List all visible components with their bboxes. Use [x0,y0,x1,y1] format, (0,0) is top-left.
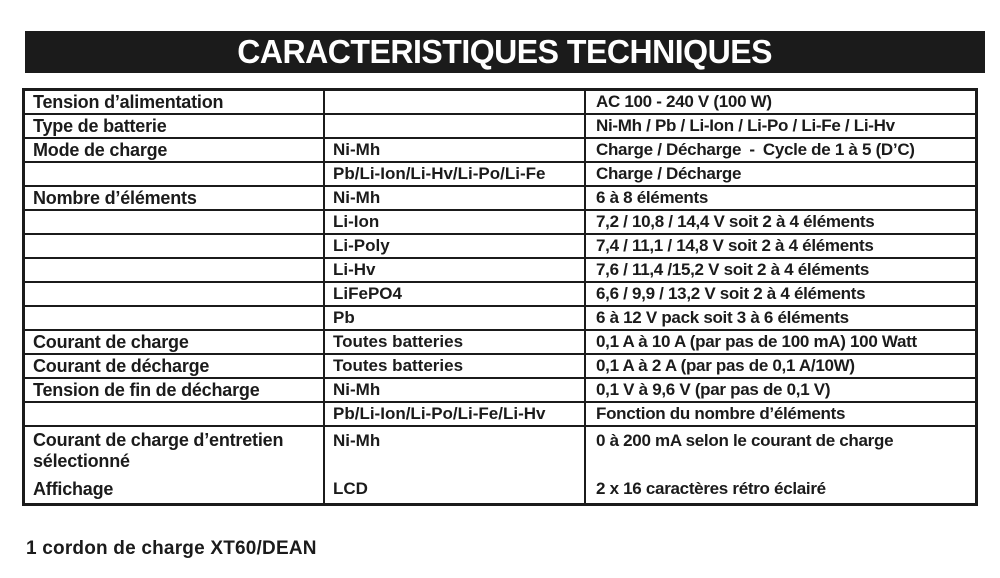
table-row: Li-Hv 7,6 / 11,4 /15,2 V soit 2 à 4 élém… [25,257,975,281]
spec-label-cell: Courant de charge [25,331,325,353]
spec-label-cell [25,259,325,281]
value-cell: Charge / Décharge [596,164,742,183]
battery-type-cell [325,115,586,137]
value-cell: 7,4 / 11,1 / 14,8 V soit 2 à 4 éléments [596,236,874,255]
value-cell: Ni-Mh / Pb / Li-Ion / Li-Po / Li-Fe / Li… [596,116,895,135]
spec-label-cell: Tension d’alimentation [25,91,325,113]
value-cell: 0,1 V à 9,6 V (par pas de 0,1 V) [596,380,831,399]
table-row: Nombre d’éléments Ni-Mh 6 à 8 éléments [25,185,975,209]
battery-type-cell: Li-Hv [325,259,586,281]
value-top: 0 à 200 mA selon le courant de charge [596,431,894,450]
battery-type-cell: Pb [325,307,586,329]
table-row: Pb/Li-Ion/Li-Hv/Li-Po/Li-Fe Charge / Déc… [25,161,975,185]
spec-table: Tension d’alimentation AC 100 - 240 V (1… [22,88,978,506]
spec-label-cell [25,235,325,257]
value-cell: Fonction du nombre d’éléments [596,404,846,423]
table-row: Courant de charge Toutes batteries 0,1 A… [25,329,975,353]
spec-label-cell [25,283,325,305]
spec-label-cell: Nombre d’éléments [25,187,325,209]
battery-type-cell: Ni-Mh [325,187,586,209]
spec-label-bottom: Affichage [33,479,114,499]
value-cell: AC 100 - 240 V (100 W) [596,92,772,111]
spec-label-cell: Courant de charge d’entretien sélectionn… [25,427,325,503]
spec-label-top: Courant de charge d’entretien sélectionn… [33,430,284,471]
spec-label-cell [25,163,325,185]
value-cell: 6 à 12 V pack soit 3 à 6 éléments [596,308,849,327]
battery-type-cell: Pb/Li-Ion/Li-Po/Li-Fe/Li-Hv [325,403,586,425]
battery-type-cell: Li-Ion [325,211,586,233]
battery-type-cell [325,91,586,113]
battery-type-cell: LiFePO4 [325,283,586,305]
battery-type-cell: Li-Poly [325,235,586,257]
battery-type-cell: Ni-Mh [325,139,586,161]
spec-label-cell: Courant de décharge [25,355,325,377]
table-row: Li-Ion 7,2 / 10,8 / 14,4 V soit 2 à 4 él… [25,209,975,233]
table-row: Li-Poly 7,4 / 11,1 / 14,8 V soit 2 à 4 é… [25,233,975,257]
table-row: Type de batterie Ni-Mh / Pb / Li-Ion / L… [25,113,975,137]
value-cell: Charge / Décharge - Cycle de 1 à 5 (D’C) [596,140,915,159]
value-cell: 0,1 A à 2 A (par pas de 0,1 A/10W) [596,356,855,375]
value-cell: 6 à 8 éléments [596,188,709,207]
accessory-note: 1 cordon de charge XT60/DEAN [26,538,317,559]
spec-label-cell [25,211,325,233]
table-row: Mode de charge Ni-Mh Charge / Décharge -… [25,137,975,161]
page-title: CARACTERISTIQUES TECHNIQUES [237,33,773,70]
value-cell: 7,6 / 11,4 /15,2 V soit 2 à 4 éléments [596,260,870,279]
battery-type-cell: Ni-Mh LCD [325,427,586,503]
spec-label-cell: Tension de fin de décharge [25,379,325,401]
table-row: LiFePO4 6,6 / 9,9 / 13,2 V soit 2 à 4 él… [25,281,975,305]
table-row-merged: Courant de charge d’entretien sélectionn… [25,425,975,503]
table-row: Tension de fin de décharge Ni-Mh 0,1 V à… [25,377,975,401]
value-cell: 7,2 / 10,8 / 14,4 V soit 2 à 4 éléments [596,212,875,231]
spec-label-cell [25,307,325,329]
table-row: Pb/Li-Ion/Li-Po/Li-Fe/Li-Hv Fonction du … [25,401,975,425]
value-cell: 6,6 / 9,9 / 13,2 V soit 2 à 4 éléments [596,284,866,303]
spec-label-cell: Mode de charge [25,139,325,161]
value-cell: 0,1 A à 10 A (par pas de 100 mA) 100 Wat… [596,332,917,351]
battery-type-bottom: LCD [333,479,368,498]
table-row: Courant de décharge Toutes batteries 0,1… [25,353,975,377]
battery-type-cell: Toutes batteries [325,355,586,377]
spec-label-cell: Type de batterie [25,115,325,137]
spec-label-cell [25,403,325,425]
value-bottom: 2 x 16 caractères rétro éclairé [596,479,826,498]
battery-type-cell: Pb/Li-Ion/Li-Hv/Li-Po/Li-Fe [325,163,586,185]
battery-type-top: Ni-Mh [333,431,381,450]
title-bar: CARACTERISTIQUES TECHNIQUES [25,31,985,73]
value-cell: 0 à 200 mA selon le courant de charge 2 … [586,427,975,503]
battery-type-cell: Ni-Mh [325,379,586,401]
battery-type-cell: Toutes batteries [325,331,586,353]
table-row: Pb 6 à 12 V pack soit 3 à 6 éléments [25,305,975,329]
table-row: Tension d’alimentation AC 100 - 240 V (1… [25,91,975,113]
